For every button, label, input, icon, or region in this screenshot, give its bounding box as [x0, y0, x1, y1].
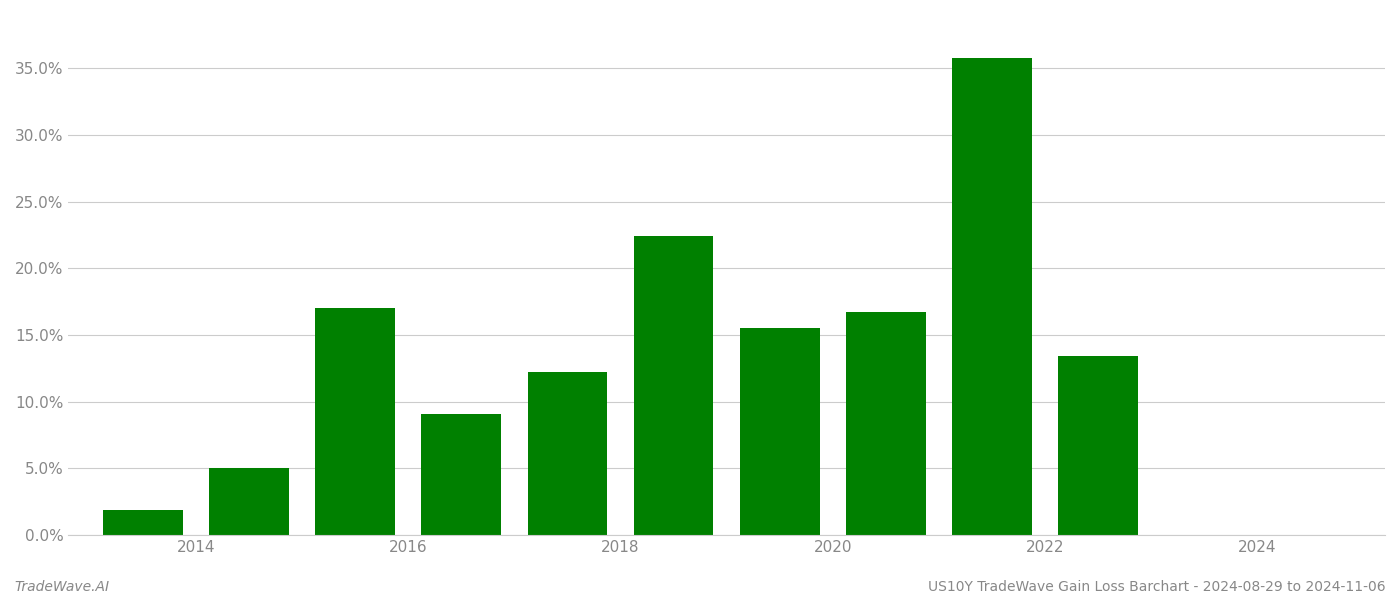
Bar — [741, 328, 819, 535]
Bar — [102, 510, 182, 535]
Bar — [315, 308, 395, 535]
Bar — [1058, 356, 1138, 535]
Bar — [209, 469, 288, 535]
Bar — [634, 236, 714, 535]
Bar — [952, 58, 1032, 535]
Bar — [421, 414, 501, 535]
Bar — [528, 373, 608, 535]
Bar — [846, 313, 925, 535]
Text: US10Y TradeWave Gain Loss Barchart - 2024-08-29 to 2024-11-06: US10Y TradeWave Gain Loss Barchart - 202… — [928, 580, 1386, 594]
Text: TradeWave.AI: TradeWave.AI — [14, 580, 109, 594]
